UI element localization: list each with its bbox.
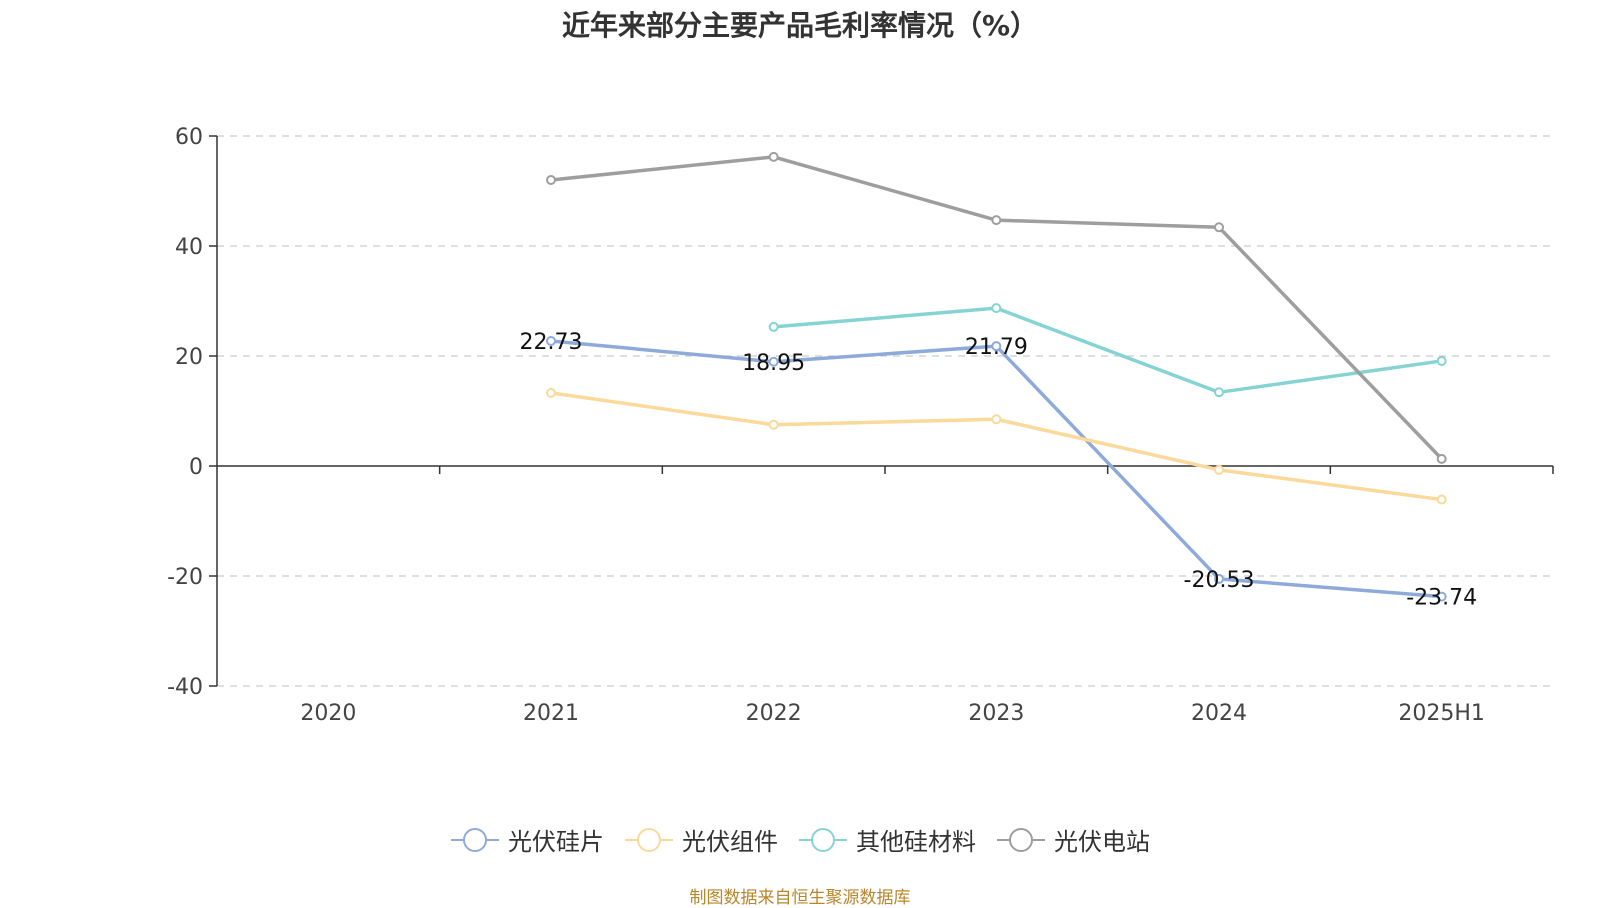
- data-point: [768, 419, 779, 430]
- data-point: [546, 175, 556, 185]
- data-point: [546, 335, 556, 346]
- series-line: [550, 391, 1442, 502]
- data-point: [768, 151, 779, 162]
- legend-item[interactable]: 光伏组件: [624, 822, 778, 857]
- x-tick-label: 2021: [523, 701, 579, 726]
- legend-line-circle-icon: [799, 827, 847, 852]
- source-note: 制图数据来自恒生聚源数据库: [689, 888, 911, 908]
- data-point: [1214, 222, 1224, 233]
- legend-item[interactable]: 其他硅材料: [798, 822, 976, 857]
- data-label: 22.73: [520, 330, 583, 355]
- data-label: -23.74: [1406, 586, 1477, 611]
- legend-line-circle-icon: [451, 827, 499, 852]
- series-line: [773, 306, 1442, 395]
- legend-item[interactable]: 光伏硅片: [450, 822, 604, 857]
- y-tick-label: 40: [175, 235, 203, 260]
- data-point: [991, 303, 1002, 314]
- data-point: [546, 387, 556, 398]
- data-label: 21.79: [965, 335, 1028, 360]
- data-point: [1436, 591, 1447, 602]
- y-tick-label: 0: [189, 455, 203, 480]
- x-tick-label: 2024: [1191, 701, 1247, 726]
- legend-label: 其他硅材料: [856, 828, 976, 856]
- grid-lines: [217, 135, 1553, 687]
- data-point: [991, 215, 1002, 226]
- data-point: [1214, 573, 1224, 584]
- y-tick-label: 20: [175, 345, 203, 370]
- legend-label: 光伏组件: [682, 828, 778, 856]
- data-point: [1436, 453, 1447, 464]
- y-tick-label: -20: [167, 565, 203, 590]
- data-labels: 22.73 18.95 21.79 -20.53 -23.74: [520, 330, 1478, 611]
- data-label: 18.95: [742, 351, 805, 376]
- axes: -40 -20 0 20 40 60 2020 2021 2022 2023 2024 2025H1: [167, 125, 1554, 726]
- legend: 光伏硅片 光伏组件 其他硅材料 光伏电站: [0, 822, 1600, 857]
- data-point: [991, 414, 1002, 425]
- x-tick-label: 2020: [300, 701, 356, 726]
- series-lines: [546, 151, 1447, 602]
- y-tick-label: -40: [167, 675, 203, 700]
- legend-label: 光伏硅片: [508, 828, 604, 856]
- x-tick-label: 2022: [746, 701, 802, 726]
- data-point: [1214, 387, 1224, 398]
- x-tick-label: 2025H1: [1398, 701, 1485, 726]
- data-label: -20.53: [1184, 568, 1255, 593]
- y-tick-label: 60: [175, 125, 203, 150]
- data-point: [1214, 464, 1224, 475]
- legend-item[interactable]: 光伏电站: [996, 822, 1150, 857]
- legend-line-circle-icon: [997, 827, 1045, 852]
- data-point: [1436, 494, 1447, 505]
- legend-label: 光伏电站: [1054, 828, 1150, 856]
- chart-title: 近年来部分主要产品毛利率情况（%）: [561, 9, 1039, 42]
- x-tick-label: 2023: [968, 701, 1024, 726]
- data-point: [1436, 355, 1447, 366]
- data-point: [768, 321, 779, 332]
- legend-line-circle-icon: [625, 827, 673, 852]
- data-point: [768, 356, 779, 367]
- data-point: [991, 341, 1002, 352]
